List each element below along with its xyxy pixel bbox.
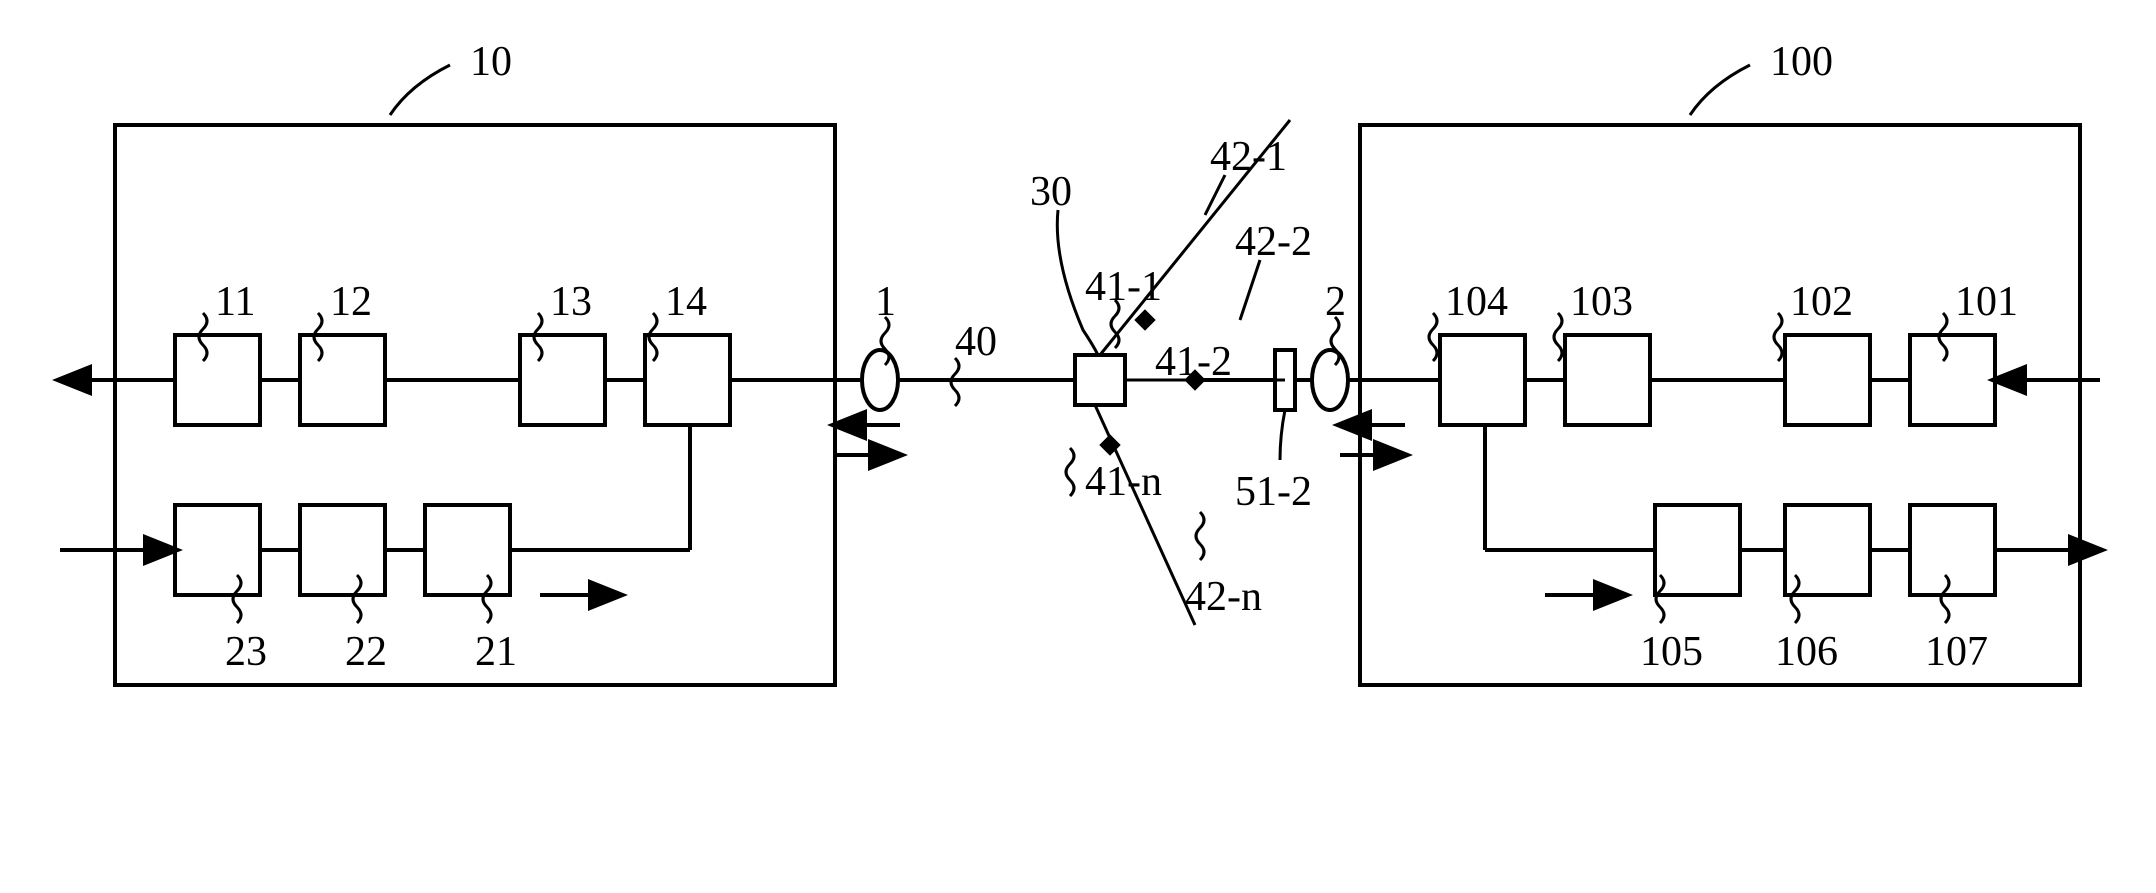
- svg-text:100: 100: [1770, 39, 1833, 85]
- diagram-canvas: 10 11 12 13 14 23 22 21 100 104 103 102 101 105 106 107…: [0, 0, 2156, 893]
- svg-text:12: 12: [330, 279, 372, 325]
- svg-text:41-2: 41-2: [1155, 339, 1232, 385]
- svg-text:21: 21: [475, 629, 517, 675]
- svg-text:102: 102: [1790, 279, 1853, 325]
- svg-text:105: 105: [1640, 629, 1703, 675]
- svg-text:14: 14: [665, 279, 707, 325]
- svg-text:30: 30: [1030, 169, 1072, 215]
- svg-text:51-2: 51-2: [1235, 469, 1312, 515]
- svg-text:106: 106: [1775, 629, 1838, 675]
- svg-text:107: 107: [1925, 629, 1988, 675]
- svg-text:23: 23: [225, 629, 267, 675]
- svg-text:42-n: 42-n: [1185, 574, 1262, 620]
- svg-text:13: 13: [550, 279, 592, 325]
- svg-text:42-1: 42-1: [1210, 134, 1287, 180]
- svg-text:22: 22: [345, 629, 387, 675]
- svg-text:11: 11: [215, 279, 255, 325]
- svg-text:101: 101: [1955, 279, 2018, 325]
- svg-text:42-2: 42-2: [1235, 219, 1312, 265]
- svg-text:10: 10: [470, 39, 512, 85]
- svg-text:103: 103: [1570, 279, 1633, 325]
- svg-text:41-1: 41-1: [1085, 264, 1162, 310]
- svg-text:41-n: 41-n: [1085, 459, 1162, 505]
- svg-text:104: 104: [1445, 279, 1508, 325]
- svg-text:40: 40: [955, 319, 997, 365]
